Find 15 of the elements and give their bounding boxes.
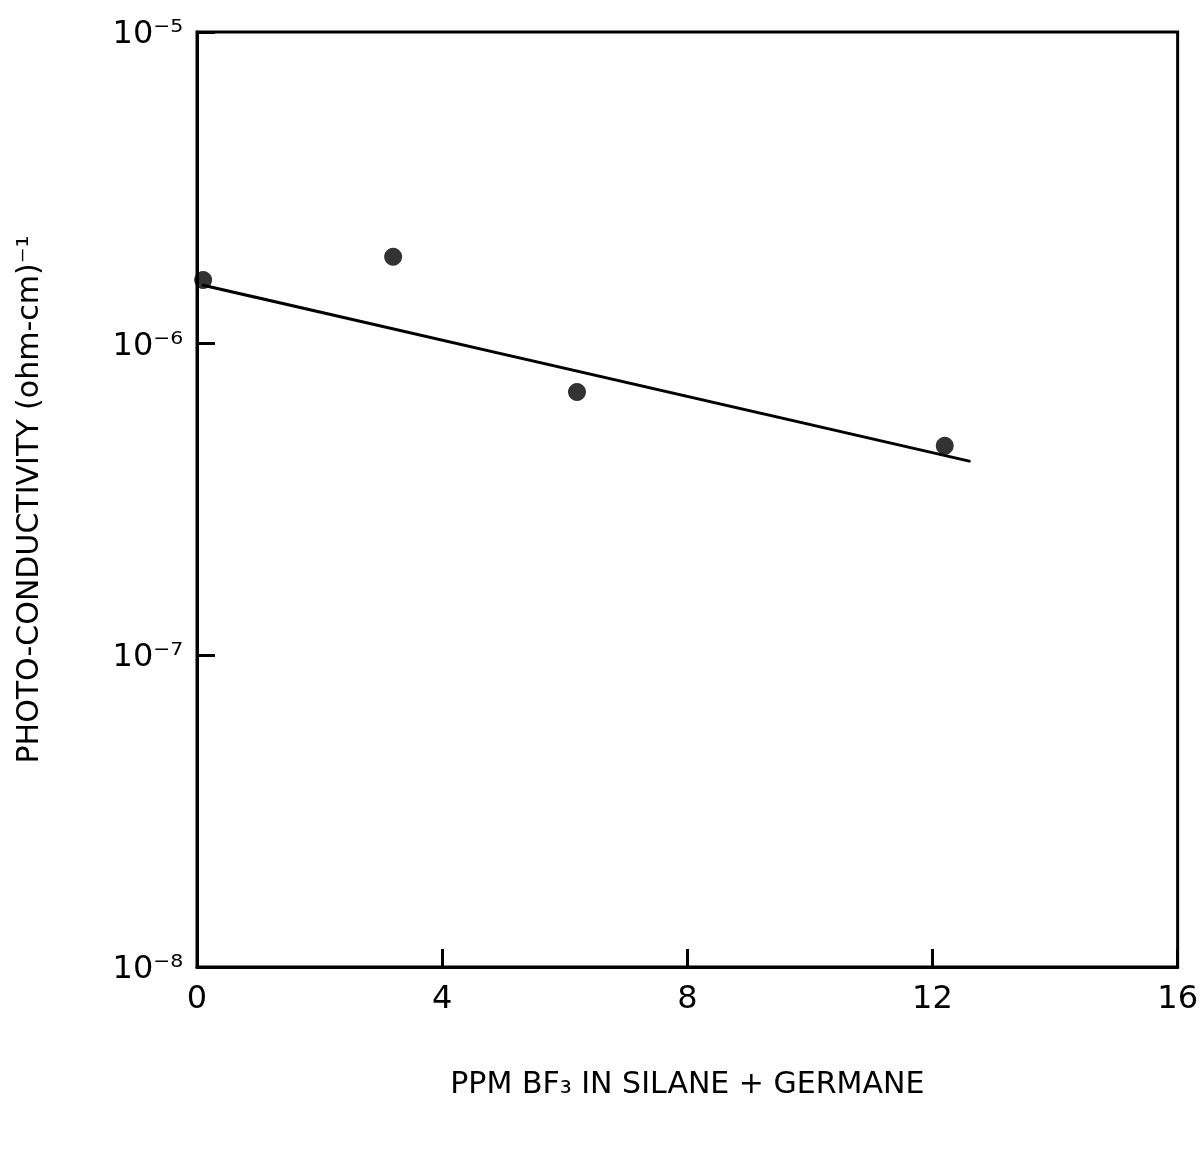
x-tick-label: 4 [431,978,453,1016]
x-tick-label: 8 [677,978,698,1016]
point [384,247,403,266]
x-tick-label: 0 [186,978,208,1016]
x-tick-label: 16 [1157,978,1198,1016]
y-tick-label: 10⁻⁸ [112,948,183,986]
y-axis-title: PHOTO-CONDUCTIVITY (ohm-cm)⁻¹ [9,235,45,764]
y-tick-label: 10⁻⁶ [112,324,183,363]
point [194,271,213,290]
y-tick-label: 10⁻⁷ [112,636,183,675]
y-tick-label: 10⁻⁵ [112,13,183,51]
point [935,436,954,455]
point [568,382,586,401]
x-tick-label: 12 [912,978,953,1016]
x-axis-title: PPM BF₃ IN SILANE + GERMANE [450,1064,925,1100]
